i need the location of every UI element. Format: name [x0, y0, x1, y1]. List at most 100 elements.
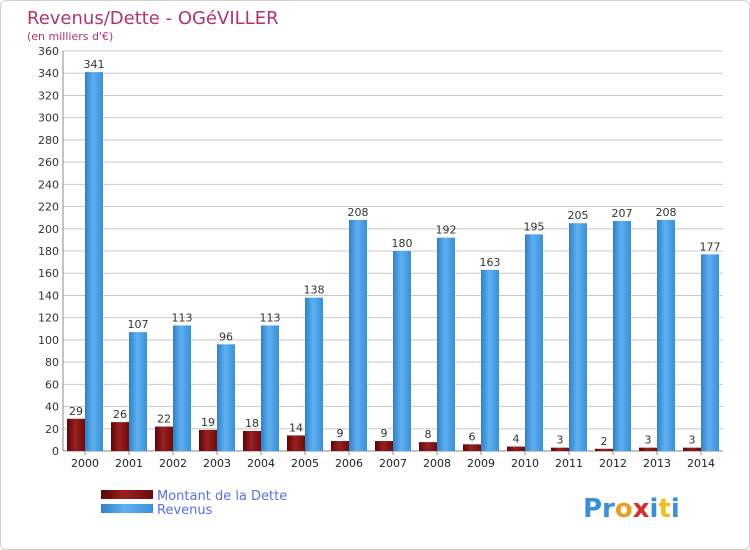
data-label-dette-2011: 3	[557, 434, 564, 447]
data-label-revenus-2008: 192	[436, 224, 457, 237]
bar-dette-2010	[507, 446, 525, 451]
data-label-dette-2005: 14	[289, 421, 303, 434]
bars-layer	[67, 72, 719, 451]
bar-revenus-2011	[569, 223, 587, 451]
x-tick-label-2003: 2003	[203, 457, 231, 470]
y-axis-ticks: 0 20 40 60 80 100 120 140 160 180 200 220 240 260 280 3…	[38, 45, 59, 458]
data-label-revenus-2011: 205	[568, 209, 589, 222]
y-tick-label: 180	[38, 245, 59, 258]
y-tick-label: 260	[38, 156, 59, 169]
bar-revenus-2001	[129, 332, 147, 451]
bar-dette-2007	[375, 441, 393, 451]
y-tick-label: 280	[38, 134, 59, 147]
x-tick-label-2010: 2010	[511, 457, 539, 470]
data-label-dette-2010: 4	[513, 433, 520, 446]
y-tick-label: 40	[45, 401, 59, 414]
x-tick-label-2009: 2009	[467, 457, 495, 470]
y-tick-label: 360	[38, 45, 59, 58]
data-label-revenus-2006: 208	[348, 206, 369, 219]
data-labels-layer: 2934126107221131996181131413892089180819…	[69, 58, 721, 448]
y-tick-label: 160	[38, 267, 59, 280]
x-axis-ticks: 2000 2001 2002 2003 2004 2005 2006 2007 2008 2009…	[71, 451, 715, 470]
bar-dette-2014	[683, 447, 701, 451]
x-tick-label-2007: 2007	[379, 457, 407, 470]
bar-dette-2011	[551, 447, 569, 451]
data-label-revenus-2013: 208	[656, 206, 677, 219]
y-tick-label: 100	[38, 334, 59, 347]
legend-label-revenus: Revenus	[157, 503, 213, 518]
y-tick-label: 120	[38, 312, 59, 325]
x-tick-label-2002: 2002	[159, 457, 187, 470]
bar-revenus-2008	[437, 237, 455, 451]
x-tick-label-2005: 2005	[291, 457, 319, 470]
bar-revenus-2009	[481, 269, 499, 451]
proxiti-logo: Proxiti	[583, 494, 680, 524]
bar-dette-2004	[243, 431, 261, 451]
data-label-revenus-2009: 163	[480, 256, 501, 269]
x-tick-label-2014: 2014	[687, 457, 715, 470]
y-tick-label: 60	[45, 378, 59, 391]
y-tick-label: 320	[38, 89, 59, 102]
bar-revenus-2014	[701, 254, 719, 451]
bar-dette-2000	[67, 418, 85, 451]
data-label-revenus-2010: 195	[524, 220, 545, 233]
bar-dette-2012	[595, 448, 613, 451]
bar-dette-2013	[639, 447, 657, 451]
y-tick-label: 20	[45, 423, 59, 436]
bar-revenus-2004	[261, 325, 279, 451]
legend-swatch-dette	[101, 490, 153, 499]
bar-revenus-2006	[349, 219, 367, 451]
y-tick-label: 0	[52, 445, 59, 458]
bar-revenus-2002	[173, 325, 191, 451]
chart-title: Revenus/Dette - OGéVILLER	[27, 8, 279, 29]
data-label-revenus-2014: 177	[700, 240, 721, 253]
x-tick-label-2006: 2006	[335, 457, 363, 470]
data-label-dette-2000: 29	[69, 405, 83, 418]
y-tick-label: 80	[45, 356, 59, 369]
data-label-dette-2008: 8	[425, 428, 432, 441]
bar-revenus-2003	[217, 344, 235, 451]
data-label-dette-2009: 6	[469, 430, 476, 443]
data-label-dette-2003: 19	[201, 416, 215, 429]
y-tick-label: 200	[38, 223, 59, 236]
data-label-dette-2006: 9	[337, 427, 344, 440]
x-tick-label-2011: 2011	[555, 457, 583, 470]
bar-dette-2001	[111, 422, 129, 451]
bar-dette-2008	[419, 442, 437, 451]
data-label-revenus-2007: 180	[392, 237, 413, 250]
chart-subtitle: (en milliers d'€)	[27, 30, 113, 43]
data-label-revenus-2000: 341	[84, 58, 105, 71]
y-tick-label: 220	[38, 201, 59, 214]
data-label-dette-2002: 22	[157, 413, 171, 426]
bar-dette-2009	[463, 444, 481, 451]
data-label-dette-2013: 3	[645, 434, 652, 447]
data-label-revenus-2012: 207	[612, 207, 633, 220]
bar-revenus-2012	[613, 221, 631, 451]
data-label-revenus-2003: 96	[219, 330, 233, 343]
x-tick-label-2001: 2001	[115, 457, 143, 470]
bar-revenus-2005	[305, 297, 323, 451]
data-label-revenus-2002: 113	[172, 311, 193, 324]
data-label-dette-2001: 26	[113, 408, 127, 421]
bar-dette-2006	[331, 441, 349, 451]
proxiti-logo-text: Proxiti	[583, 494, 680, 524]
x-tick-label-2012: 2012	[599, 457, 627, 470]
data-label-dette-2012: 2	[601, 435, 608, 448]
bar-revenus-2013	[657, 219, 675, 451]
y-tick-label: 300	[38, 112, 59, 125]
x-tick-label-2013: 2013	[643, 457, 671, 470]
bar-dette-2005	[287, 435, 305, 451]
legend: Montant de la Dette Revenus	[101, 489, 287, 518]
y-tick-label: 140	[38, 289, 59, 302]
data-label-dette-2007: 9	[381, 427, 388, 440]
x-tick-label-2004: 2004	[247, 457, 275, 470]
bar-revenus-2000	[85, 72, 103, 451]
bar-revenus-2007	[393, 251, 411, 451]
bar-dette-2003	[199, 429, 217, 451]
y-tick-label: 240	[38, 178, 59, 191]
data-label-dette-2014: 3	[689, 434, 696, 447]
data-label-revenus-2005: 138	[304, 284, 325, 297]
bar-dette-2002	[155, 426, 173, 451]
